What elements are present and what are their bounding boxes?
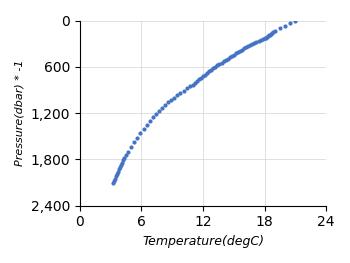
Point [215, 63, 220, 68]
Point [144, 123, 149, 127]
Point [135, 136, 140, 140]
Point [263, 36, 268, 40]
Point [282, 23, 288, 28]
Point [211, 66, 216, 70]
X-axis label: Temperature(degC): Temperature(degC) [142, 235, 264, 248]
Point [252, 41, 257, 45]
Point [116, 167, 122, 171]
Point [258, 38, 263, 42]
Point [250, 42, 255, 46]
Point [187, 84, 192, 89]
Point [198, 76, 204, 80]
Point [117, 165, 123, 169]
Point [209, 68, 214, 72]
Point [254, 40, 259, 44]
Point [277, 26, 283, 30]
Point [113, 174, 119, 179]
Point [194, 79, 200, 83]
Point [206, 69, 212, 74]
Point [138, 131, 143, 135]
Point [267, 32, 273, 37]
Point [204, 71, 210, 75]
Point [202, 72, 208, 77]
Point [293, 19, 298, 23]
Point [166, 100, 171, 104]
Point [184, 86, 189, 90]
Point [221, 59, 226, 63]
Point [132, 140, 137, 145]
Point [114, 172, 120, 176]
Point [265, 34, 271, 38]
Point [178, 91, 183, 95]
Point [128, 145, 134, 149]
Y-axis label: Pressure(dbar) * -1: Pressure(dbar) * -1 [15, 60, 25, 166]
Point [123, 153, 129, 157]
Point [125, 150, 131, 154]
Point [172, 95, 177, 100]
Point [147, 119, 153, 123]
Point [175, 93, 180, 98]
Point [225, 57, 231, 61]
Point [256, 39, 261, 43]
Point [233, 51, 239, 55]
Point [192, 81, 198, 85]
Point [120, 158, 126, 162]
Point [231, 53, 237, 57]
Point [159, 106, 165, 110]
Point [217, 62, 222, 66]
Point [227, 55, 232, 59]
Point [111, 179, 117, 183]
Point [212, 65, 218, 69]
Point [235, 50, 241, 54]
Point [264, 35, 270, 39]
Point [223, 58, 229, 62]
Point [110, 180, 116, 185]
Point [190, 83, 196, 87]
Point [243, 45, 249, 49]
Point [156, 109, 162, 113]
Point [115, 170, 121, 174]
Point [270, 30, 276, 34]
Point [162, 103, 168, 107]
Point [141, 127, 146, 131]
Point [247, 43, 253, 47]
Point [181, 89, 186, 93]
Point [262, 36, 267, 41]
Point [287, 21, 293, 25]
Point [266, 33, 272, 37]
Point [118, 163, 124, 167]
Point [245, 44, 251, 48]
Point [268, 32, 274, 36]
Point [272, 28, 278, 33]
Point [150, 115, 156, 119]
Point [237, 49, 243, 53]
Point [229, 54, 234, 58]
Point [112, 177, 118, 181]
Point [239, 48, 245, 52]
Point [196, 77, 202, 82]
Point [269, 31, 275, 35]
Point [241, 46, 247, 50]
Point [260, 37, 265, 42]
Point [219, 60, 224, 65]
Point [121, 156, 127, 160]
Point [153, 112, 159, 116]
Point [119, 160, 125, 165]
Point [168, 98, 174, 102]
Point [200, 74, 206, 78]
